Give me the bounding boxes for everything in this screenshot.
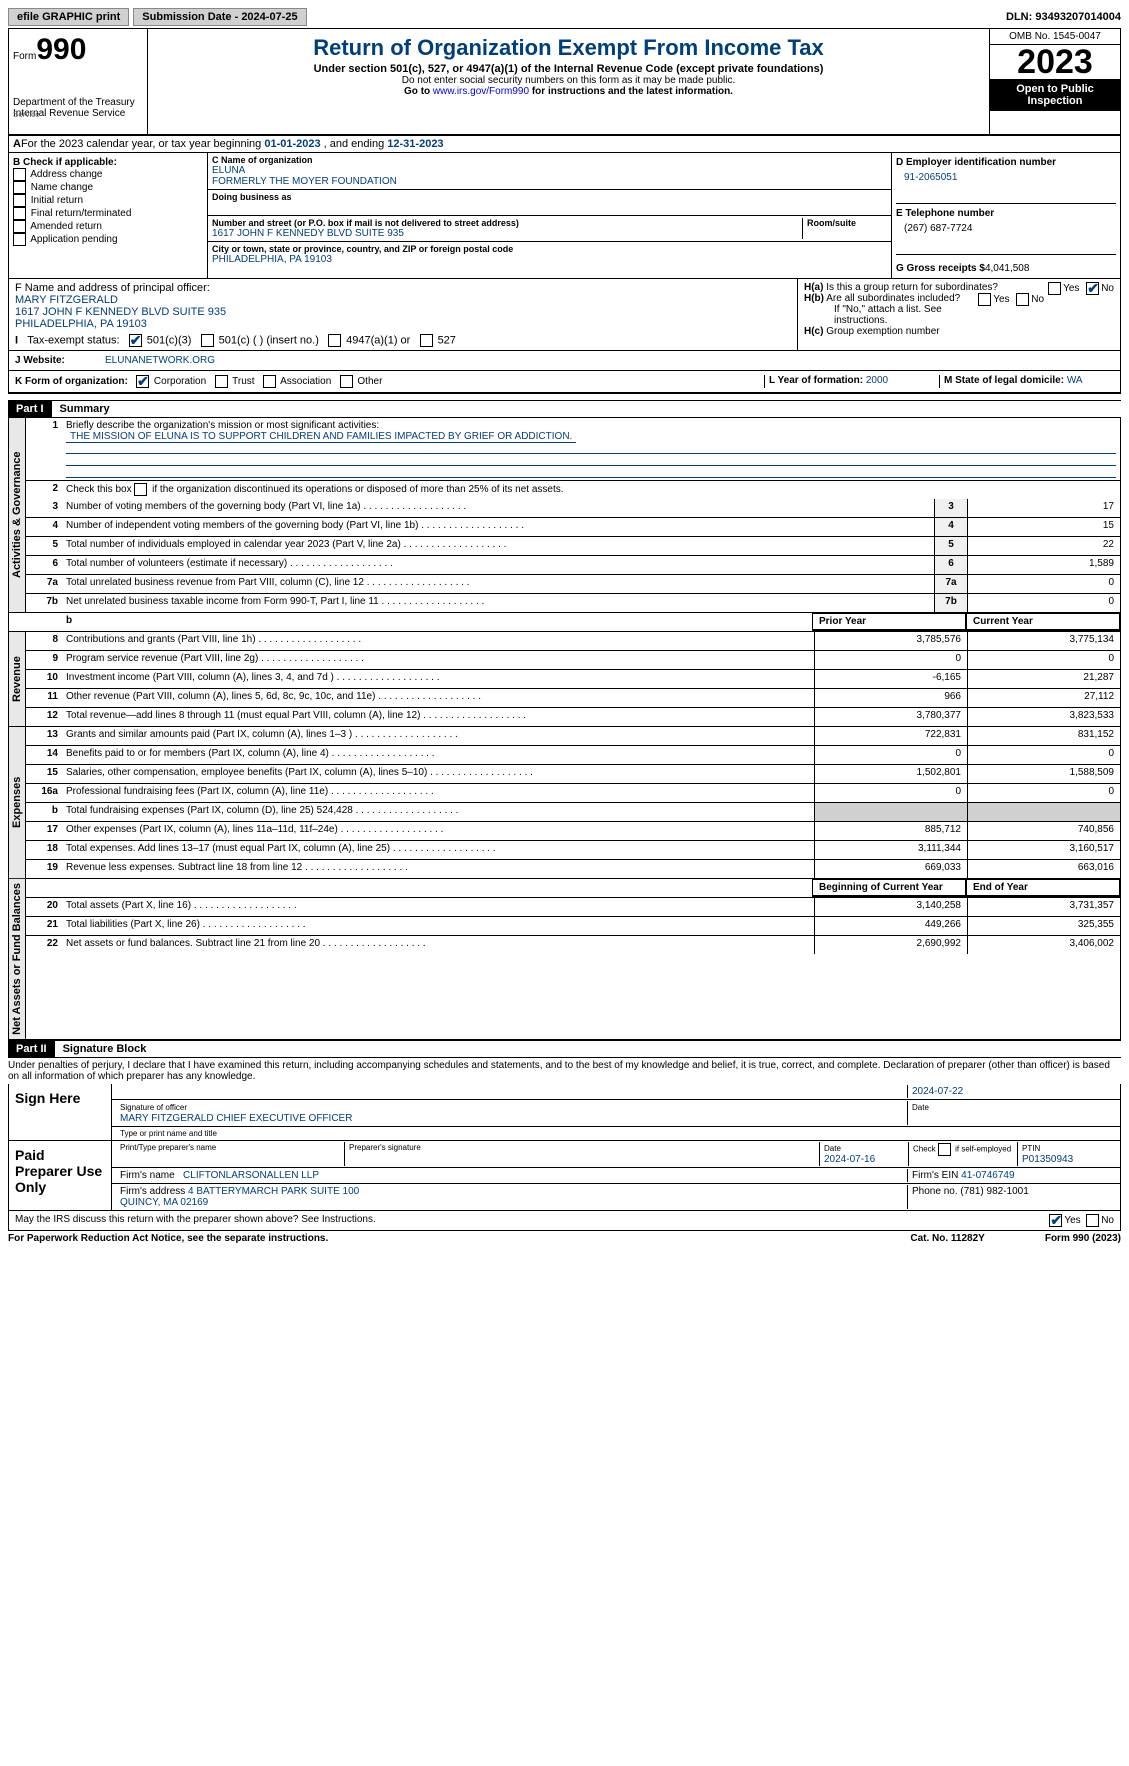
public-inspection: Open to Public Inspection: [990, 79, 1120, 111]
chk-501c[interactable]: [201, 334, 214, 347]
firm-name: CLIFTONLARSONALLEN LLP: [183, 1170, 319, 1181]
chk-hb-no[interactable]: [1016, 293, 1029, 306]
chk-501c3[interactable]: [129, 334, 142, 347]
phone: (267) 687-7724: [896, 219, 1116, 238]
gov-label: Activities & Governance: [9, 418, 26, 612]
form-number: Form990: [13, 33, 143, 67]
goto-note: Go to www.irs.gov/Form990 for instructio…: [152, 86, 985, 97]
officer-label: F Name and address of principal officer:: [15, 282, 791, 294]
penalty-text: Under penalties of perjury, I declare th…: [8, 1058, 1121, 1084]
website[interactable]: ELUNANETWORK.ORG: [105, 355, 215, 366]
col-b: B Check if applicable: Address change Na…: [9, 153, 208, 278]
chk-other[interactable]: [340, 375, 353, 388]
row-j: J Website: ELUNANETWORK.ORG: [8, 351, 1121, 371]
summary-revenue: Revenue 8Contributions and grants (Part …: [8, 632, 1121, 727]
form-header: Form990 Department of the Treasury Inter…: [8, 28, 1121, 136]
col-d: D Employer identification number91-20650…: [891, 153, 1120, 278]
rev-label: Revenue: [9, 632, 26, 726]
summary-expenses: Expenses 13Grants and similar amounts pa…: [8, 727, 1121, 879]
ptin: P01350943: [1022, 1154, 1073, 1165]
chk-ha-no[interactable]: [1086, 282, 1099, 295]
firm-ein: 41-0746749: [961, 1170, 1014, 1181]
dln-text: DLN: 93493207014004: [1006, 11, 1121, 23]
chk-corp[interactable]: [136, 375, 149, 388]
part1-header: Part ISummary: [8, 400, 1121, 418]
footer: For Paperwork Reduction Act Notice, see …: [8, 1231, 1121, 1246]
chk-4947[interactable]: [328, 334, 341, 347]
chk-b[interactable]: [13, 207, 26, 220]
chk-self-employed[interactable]: [938, 1143, 951, 1156]
chk-b[interactable]: [13, 194, 26, 207]
chk-ha-yes[interactable]: [1048, 282, 1061, 295]
discuss-text: May the IRS discuss this return with the…: [15, 1214, 376, 1227]
chk-b[interactable]: [13, 220, 26, 233]
chk-b[interactable]: [13, 233, 26, 246]
chk-discuss-yes[interactable]: [1049, 1214, 1062, 1227]
chk-discontinued[interactable]: [134, 483, 147, 496]
summary-net-header: Net Assets or Fund Balances Beginning of…: [8, 879, 1121, 1040]
service-overlay: Service: [13, 110, 40, 119]
chk-assoc[interactable]: [263, 375, 276, 388]
signature-block: Sign Here 2024-07-22 Signature of office…: [8, 1084, 1121, 1231]
chk-b[interactable]: [13, 181, 26, 194]
org-name: ELUNA FORMERLY THE MOYER FOUNDATION: [212, 165, 887, 187]
ssn-note: Do not enter social security numbers on …: [152, 75, 985, 86]
row-k: K Form of organization: Corporation Trus…: [8, 371, 1121, 394]
officer-info: MARY FITZGERALD 1617 JOHN F KENNEDY BLVD…: [15, 294, 791, 330]
summary-governance: Activities & Governance 1Briefly describ…: [8, 418, 1121, 613]
form-title: Return of Organization Exempt From Incom…: [152, 35, 985, 61]
mission-text: THE MISSION OF ELUNA IS TO SUPPORT CHILD…: [66, 431, 576, 443]
net-label: Net Assets or Fund Balances: [9, 879, 26, 1039]
ein: 91-2065051: [896, 168, 1116, 187]
form-subtitle: Under section 501(c), 527, or 4947(a)(1)…: [152, 63, 985, 75]
summary-colheader: x bPrior YearCurrent Year: [8, 613, 1121, 632]
tax-year: 2023: [990, 45, 1120, 79]
paid-preparer: Paid Preparer Use Only: [9, 1141, 112, 1210]
efile-button[interactable]: efile GRAPHIC print: [8, 8, 129, 26]
line-a: AFor the 2023 calendar year, or tax year…: [8, 136, 1121, 153]
sign-here: Sign Here: [9, 1084, 112, 1140]
row-f: F Name and address of principal officer:…: [8, 279, 1121, 351]
exp-label: Expenses: [9, 727, 26, 878]
org-address: 1617 JOHN F KENNEDY BLVD SUITE 935: [212, 228, 802, 239]
firm-phone: (781) 982-1001: [960, 1186, 1028, 1197]
col-c: C Name of organizationELUNA FORMERLY THE…: [208, 153, 891, 278]
submission-button[interactable]: Submission Date - 2024-07-25: [133, 8, 306, 26]
top-bar: efile GRAPHIC print Submission Date - 20…: [8, 8, 1121, 26]
officer-sig: MARY FITZGERALD CHIEF EXECUTIVE OFFICER: [120, 1113, 352, 1124]
irs-link[interactable]: www.irs.gov/Form990: [433, 86, 529, 97]
chk-trust[interactable]: [215, 375, 228, 388]
org-city: PHILADELPHIA, PA 19103: [212, 254, 887, 265]
chk-527[interactable]: [420, 334, 433, 347]
section-h: H(a) Is this a group return for subordin…: [797, 279, 1120, 350]
chk-hb-yes[interactable]: [978, 293, 991, 306]
part2-header: Part IISignature Block: [8, 1040, 1121, 1058]
section-bcd: B Check if applicable: Address change Na…: [8, 153, 1121, 279]
chk-discuss-no[interactable]: [1086, 1214, 1099, 1227]
chk-b[interactable]: [13, 168, 26, 181]
gross-receipts: 4,041,508: [985, 263, 1030, 274]
